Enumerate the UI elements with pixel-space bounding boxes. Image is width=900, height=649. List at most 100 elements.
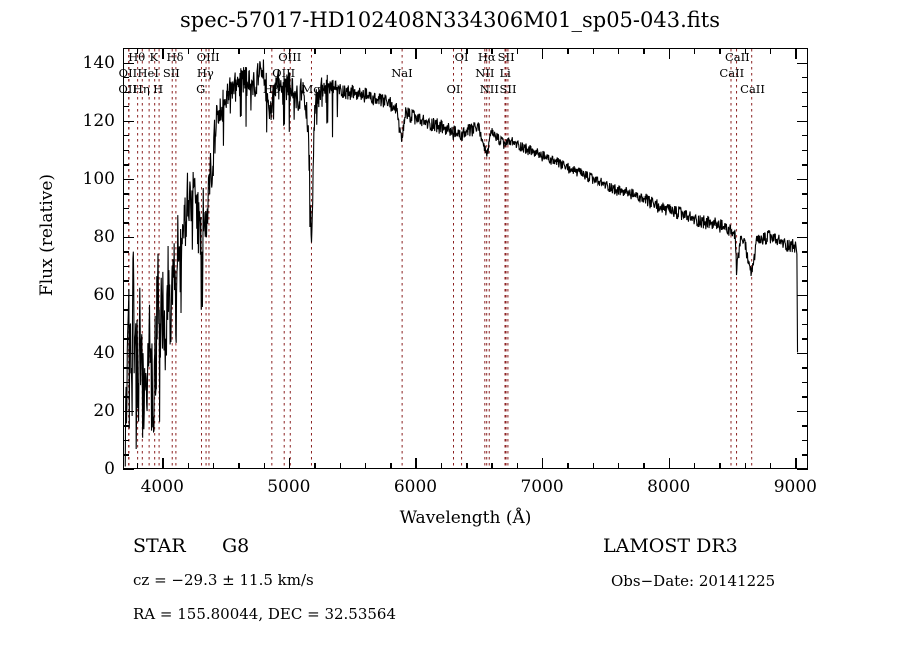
y-tick-major-right-140 — [797, 62, 808, 64]
y-tick-minor-45 — [123, 338, 129, 340]
y-tick-major-right-0 — [797, 469, 808, 471]
y-tick-minor-right-85 — [802, 222, 808, 224]
y-tick-label-20: 20 — [93, 400, 115, 421]
y-tick-minor-right-35 — [802, 367, 808, 369]
y-tick-major-right-20 — [797, 410, 808, 413]
x-tick-minor-7600 — [618, 463, 620, 469]
x-tick-minor-8200 — [694, 463, 696, 469]
x-tick-minor-6600 — [491, 463, 493, 469]
y-tick-label-0: 0 — [104, 459, 115, 479]
y-tick-major-120 — [123, 120, 134, 122]
y-tick-minor-right-50 — [802, 323, 808, 326]
spectral-line-label-h-3968: H — [153, 82, 164, 96]
y-tick-major-0 — [123, 469, 134, 471]
x-tick-minor-top-5800 — [390, 48, 392, 54]
y-tick-major-right-60 — [797, 294, 808, 297]
x-tick-label-9000: 9000 — [773, 477, 817, 497]
y-tick-minor-50 — [123, 323, 129, 326]
y-tick-minor-125 — [123, 106, 129, 108]
y-tick-minor-135 — [123, 77, 129, 79]
y-tick-minor-right-75 — [802, 251, 808, 253]
coordinates-label: RA = 155.80044, DEC = 32.53564 — [133, 605, 397, 623]
spectral-line-label-oi-6364: OI — [454, 50, 469, 64]
x-tick-minor-4600 — [238, 463, 240, 469]
y-tick-minor-right-15 — [802, 425, 808, 427]
x-tick-minor-top-3800 — [136, 48, 139, 54]
spectral-line-label-caii-8542: CaII — [724, 50, 750, 64]
x-tick-major-top-5000 — [288, 48, 291, 59]
x-tick-minor-top-5400 — [339, 48, 341, 54]
spectral-line-label-oii-3727: OII — [118, 82, 137, 96]
x-tick-minor-top-7800 — [643, 48, 645, 54]
y-tick-major-right-120 — [797, 120, 808, 122]
x-tick-minor-top-8200 — [694, 48, 696, 54]
x-tick-minor-4400 — [212, 463, 215, 469]
x-tick-minor-7400 — [592, 463, 595, 469]
spectral-line-label-h-4101: Hδ — [166, 50, 184, 64]
spectral-line-label-oiii-5007: OIII — [278, 50, 302, 64]
y-tick-major-60 — [123, 294, 134, 297]
y-tick-minor-right-10 — [802, 439, 808, 442]
y-tick-label-60: 60 — [93, 284, 115, 305]
x-tick-label-5000: 5000 — [267, 477, 311, 497]
spectral-line-label-h-4340: Hγ — [196, 66, 214, 80]
y-tick-minor-right-90 — [802, 207, 808, 210]
x-tick-minor-top-5600 — [364, 48, 367, 54]
y-axis-title: Flux (relative) — [37, 173, 57, 297]
x-tick-minor-8600 — [744, 463, 747, 469]
spectral-line-label-caii-8662: CaII — [740, 82, 765, 96]
spectral-line-label-mg-5175: Mg — [301, 82, 321, 96]
spectrum-curve — [124, 49, 807, 468]
x-tick-minor-7800 — [643, 463, 645, 469]
survey-label: LAMOST DR3 — [603, 535, 738, 557]
y-tick-label-100: 100 — [82, 168, 115, 189]
y-tick-minor-35 — [123, 367, 129, 369]
x-tick-minor-top-4800 — [263, 48, 265, 54]
y-tick-minor-115 — [123, 135, 129, 137]
x-tick-minor-top-4400 — [212, 48, 215, 54]
x-tick-label-7000: 7000 — [520, 477, 564, 497]
y-tick-minor-75 — [123, 251, 129, 253]
x-tick-major-top-9000 — [795, 48, 797, 59]
x-tick-minor-top-5200 — [314, 48, 316, 54]
y-tick-major-100 — [123, 178, 134, 181]
x-axis-title: Wavelength (Å) — [399, 508, 532, 528]
x-tick-minor-5200 — [314, 463, 316, 469]
x-tick-minor-top-6800 — [516, 48, 519, 54]
spectral-line-label-li-6708: Li — [499, 66, 511, 80]
y-tick-major-40 — [123, 352, 134, 355]
x-tick-major-6000 — [415, 458, 417, 469]
y-tick-minor-right-25 — [802, 396, 808, 398]
y-tick-label-140: 140 — [82, 52, 115, 73]
x-tick-major-5000 — [288, 458, 291, 469]
y-tick-minor-right-95 — [802, 193, 808, 195]
y-tick-major-right-40 — [797, 352, 808, 355]
x-tick-minor-5400 — [339, 463, 341, 469]
y-tick-major-80 — [123, 236, 134, 239]
y-tick-minor-70 — [123, 265, 129, 268]
x-tick-minor-3800 — [136, 463, 139, 469]
x-tick-minor-top-7600 — [618, 48, 620, 54]
redshift-velocity-label: cz = −29.3 ± 11.5 km/s — [133, 571, 314, 589]
spectral-line-label-nii-6583: NII — [479, 82, 499, 96]
x-tick-minor-8800 — [770, 463, 772, 469]
y-tick-minor-55 — [123, 309, 129, 311]
spectral-line-label-sii-6731: SII — [499, 82, 517, 96]
y-tick-minor-right-30 — [802, 381, 808, 384]
object-type-label: STAR — [133, 535, 186, 557]
x-tick-minor-5800 — [390, 463, 392, 469]
spectral-line-label-nai-5893: NaI — [391, 66, 413, 80]
y-tick-minor-30 — [123, 381, 129, 384]
y-tick-minor-25 — [123, 396, 129, 398]
spectral-line-label-k-3933: K — [149, 50, 159, 64]
x-tick-minor-top-7400 — [592, 48, 595, 54]
x-tick-label-8000: 8000 — [647, 477, 691, 497]
y-tick-minor-right-105 — [802, 164, 808, 166]
x-tick-minor-top-7200 — [567, 48, 569, 54]
y-tick-minor-right-130 — [802, 91, 808, 93]
y-tick-minor-right-135 — [802, 77, 808, 79]
y-tick-minor-right-70 — [802, 265, 808, 268]
x-tick-major-8000 — [668, 458, 671, 469]
x-tick-minor-top-6400 — [466, 48, 468, 54]
y-tick-minor-right-5 — [802, 454, 808, 456]
